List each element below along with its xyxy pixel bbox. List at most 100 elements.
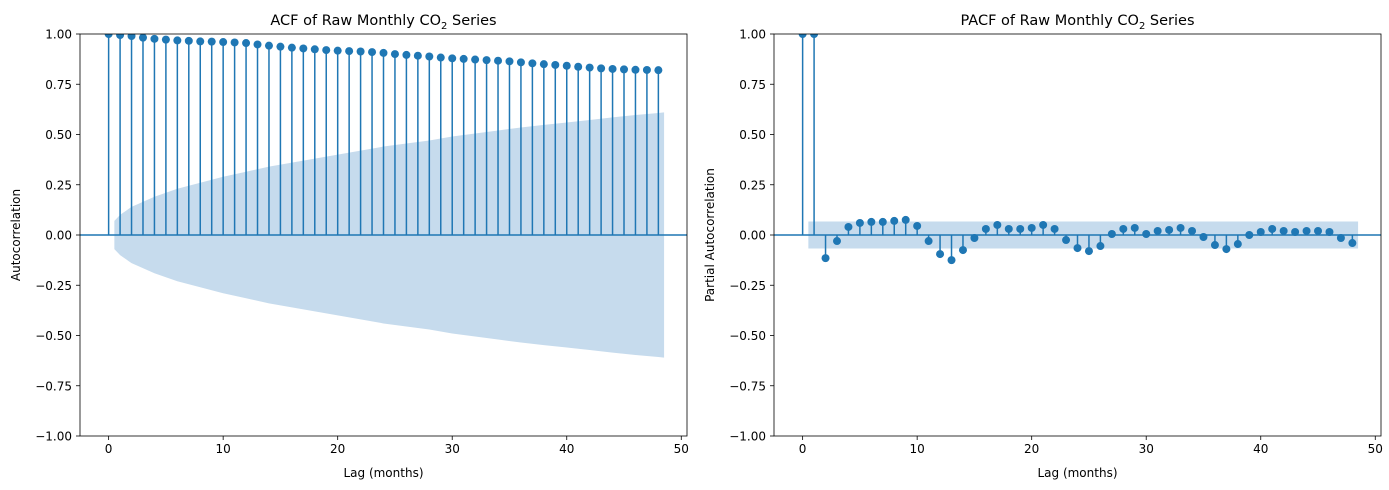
- pacf-ytick-label: −1.00: [729, 430, 766, 444]
- pacf-marker-lag-47: [1336, 234, 1345, 243]
- acf-ytick-label: −0.75: [35, 379, 72, 393]
- pacf-xtick-label: 0: [799, 442, 807, 456]
- acf-marker-lag-17: [299, 44, 308, 53]
- pacf-xtick-label: 10: [910, 442, 925, 456]
- acf-marker-lag-31: [459, 54, 468, 63]
- pacf-marker-lag-43: [1291, 227, 1300, 236]
- acf-ytick-label: 0.25: [45, 178, 72, 192]
- pacf-marker-lag-42: [1279, 226, 1288, 235]
- acf-marker-lag-34: [494, 56, 503, 65]
- acf-marker-lag-35: [505, 57, 514, 66]
- acf-marker-lag-8: [196, 37, 205, 46]
- acf-ylabel: Autocorrelation: [9, 189, 23, 281]
- acf-marker-lag-28: [425, 52, 434, 61]
- acf-title-subscript: 2: [441, 21, 447, 32]
- pacf-title-subscript: 2: [1139, 21, 1145, 32]
- pacf-marker-lag-16: [981, 224, 990, 233]
- pacf-marker-lag-39: [1245, 231, 1254, 239]
- pacf-plot-area: [774, 34, 1381, 265]
- acf-marker-lag-41: [574, 62, 583, 71]
- acf-marker-lag-4: [150, 34, 159, 43]
- acf-xtick-label: 20: [330, 442, 345, 456]
- pacf-marker-lag-48: [1348, 239, 1357, 248]
- pacf-marker-lag-21: [1039, 220, 1048, 229]
- pacf-ytick-label: −0.50: [729, 329, 766, 343]
- acf-ytick-label: −1.00: [35, 430, 72, 444]
- pacf-title-main: PACF of Raw Monthly CO: [960, 13, 1138, 29]
- acf-marker-lag-25: [390, 50, 399, 59]
- acf-ytick-label: −0.50: [35, 329, 72, 343]
- pacf-marker-lag-3: [832, 237, 841, 246]
- pacf-marker-lag-46: [1325, 227, 1334, 236]
- acf-marker-lag-40: [562, 61, 571, 70]
- pacf-marker-lag-34: [1188, 226, 1197, 235]
- acf-xtick-label: 10: [216, 442, 231, 456]
- pacf-marker-lag-9: [901, 215, 910, 224]
- pacf-marker-lag-13: [947, 256, 956, 265]
- acf-marker-lag-10: [219, 38, 228, 47]
- acf-xlabel: Lag (months): [343, 466, 423, 480]
- pacf-marker-lag-14: [958, 246, 967, 255]
- pacf-xtick-label: 30: [1139, 442, 1154, 456]
- pacf-marker-lag-31: [1153, 226, 1162, 235]
- acf-marker-lag-18: [310, 45, 319, 54]
- acf-marker-lag-16: [287, 43, 296, 52]
- acf-marker-lag-14: [264, 41, 273, 50]
- acf-marker-lag-43: [597, 64, 606, 73]
- pacf-ytick-label: 1.00: [739, 28, 766, 42]
- pacf-ytick-label: 0.50: [739, 128, 766, 142]
- pacf-ytick-label: 0.25: [739, 178, 766, 192]
- pacf-marker-lag-15: [970, 234, 979, 243]
- pacf-ytick-label: −0.75: [729, 379, 766, 393]
- acf-marker-lag-23: [368, 48, 377, 57]
- acf-marker-lag-26: [402, 50, 411, 59]
- acf-marker-lag-42: [585, 63, 594, 72]
- acf-marker-lag-6: [173, 36, 182, 45]
- acf-title-suffix: Series: [447, 13, 496, 29]
- acf-marker-lag-39: [551, 60, 560, 69]
- pacf-xtick-label: 40: [1253, 442, 1268, 456]
- acf-marker-lag-12: [242, 39, 251, 48]
- pacf-marker-lag-38: [1233, 240, 1242, 249]
- acf-marker-lag-29: [436, 53, 445, 62]
- pacf-marker-lag-29: [1130, 223, 1139, 232]
- pacf-title-suffix: Series: [1145, 13, 1194, 29]
- acf-marker-lag-37: [528, 59, 537, 68]
- pacf-xlabel: Lag (months): [1037, 466, 1117, 480]
- pacf-title: PACF of Raw Monthly CO2 Series: [960, 13, 1194, 32]
- acf-marker-lag-13: [253, 40, 262, 49]
- acf-marker-lag-45: [620, 65, 629, 74]
- pacf-marker-lag-2: [821, 254, 830, 263]
- acf-ytick-label: 0.75: [45, 78, 72, 92]
- acf-ytick-label: 0.00: [45, 229, 72, 243]
- acf-ytick-label: 0.50: [45, 128, 72, 142]
- pacf-marker-lag-23: [1062, 236, 1071, 245]
- acf-xtick-label: 50: [674, 442, 689, 456]
- pacf-marker-lag-7: [878, 217, 887, 226]
- pacf-marker-lag-40: [1256, 227, 1265, 236]
- pacf-marker-lag-25: [1084, 247, 1093, 256]
- acf-marker-lag-15: [276, 42, 285, 51]
- acf-panel: 0 10 20 30 40 50 −1.00 −0.75 −0.50 −0.25 0.00 0.25 0…: [9, 13, 689, 480]
- pacf-marker-lag-8: [890, 216, 899, 225]
- acf-marker-lag-32: [471, 55, 480, 64]
- pacf-marker-lag-36: [1210, 241, 1219, 250]
- pacf-marker-lag-32: [1165, 225, 1174, 234]
- acf-marker-lag-47: [642, 65, 651, 74]
- acf-marker-lag-22: [356, 47, 365, 56]
- pacf-xtick-label: 20: [1024, 442, 1039, 456]
- pacf-marker-lag-20: [1027, 223, 1036, 232]
- acf-marker-lag-20: [333, 46, 342, 55]
- pacf-panel: 0 10 20 30 40 50 −1.00 −0.75 −0.50 −0.25 0.00 0.25 0…: [703, 13, 1383, 480]
- pacf-marker-lag-19: [1016, 224, 1025, 233]
- acf-xtick-label: 0: [105, 442, 113, 456]
- acf-marker-lag-27: [413, 51, 422, 60]
- acf-marker-lag-24: [379, 48, 388, 57]
- pacf-ytick-label: 0.75: [739, 78, 766, 92]
- acf-ytick-label: 1.00: [45, 28, 72, 42]
- pacf-marker-lag-22: [1050, 224, 1059, 233]
- acf-marker-lag-30: [448, 54, 457, 63]
- pacf-marker-lag-1: [810, 34, 819, 38]
- acf-marker-lag-38: [539, 60, 548, 69]
